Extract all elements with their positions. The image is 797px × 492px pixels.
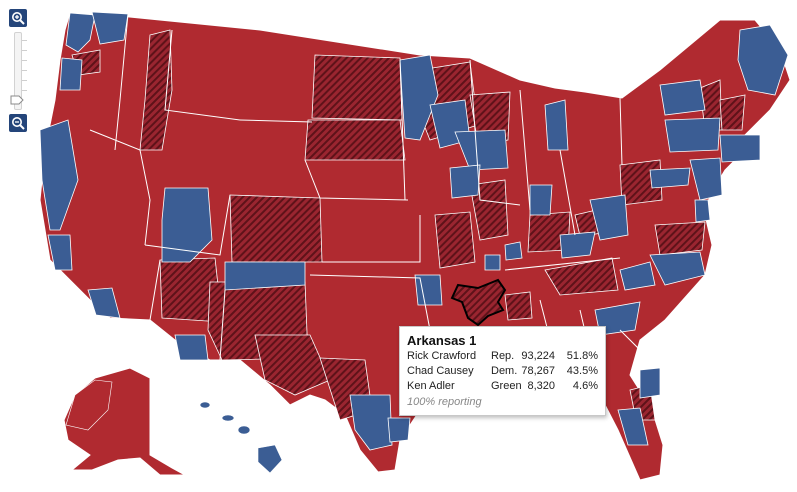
candidate-votes: 93,224 xyxy=(521,350,555,362)
zoom-slider-handle[interactable] xyxy=(10,95,24,105)
candidate-party: Dem. xyxy=(491,365,518,377)
candidate-name: Rick Crawford xyxy=(407,350,477,362)
zoom-slider-track[interactable] xyxy=(14,32,22,110)
highlighted-district-arkansas-1[interactable] xyxy=(450,278,507,327)
zoom-tick xyxy=(22,50,27,51)
candidate-name: Chad Causey xyxy=(407,365,474,377)
tooltip-title: Arkansas 1 xyxy=(407,333,477,348)
zoom-tick xyxy=(22,70,27,71)
hawaii xyxy=(199,401,283,474)
candidate-votes: 8,320 xyxy=(527,380,555,392)
candidate-party: Rep. xyxy=(491,350,515,362)
alaska-west-district xyxy=(65,379,113,431)
zoom-in-icon xyxy=(12,12,25,25)
zoom-tick xyxy=(22,60,27,61)
district-tooltip: Arkansas 1 Rick Crawford Rep. 93,224 51.… xyxy=(399,326,606,416)
zoom-tick xyxy=(22,80,27,81)
zoom-in-button[interactable] xyxy=(9,9,27,27)
candidate-row: Chad Causey Dem. 78,267 43.5% xyxy=(400,365,605,381)
reporting-status: 100% reporting xyxy=(407,396,482,408)
candidate-name: Ken Adler xyxy=(407,380,455,392)
candidate-party: Green xyxy=(491,380,522,392)
candidate-percent: 51.8% xyxy=(566,350,598,362)
candidate-row: Ken Adler Green 8,320 4.6% xyxy=(400,380,605,396)
candidate-percent: 4.6% xyxy=(572,380,598,392)
zoom-out-icon xyxy=(12,117,25,130)
zoom-tick xyxy=(22,40,27,41)
zoom-out-button[interactable] xyxy=(9,114,27,132)
candidate-percent: 43.5% xyxy=(566,365,598,377)
candidate-row: Rick Crawford Rep. 93,224 51.8% xyxy=(400,350,605,366)
democratic-districts xyxy=(39,11,789,451)
zoom-tick xyxy=(22,90,27,91)
candidate-votes: 78,267 xyxy=(521,365,555,377)
